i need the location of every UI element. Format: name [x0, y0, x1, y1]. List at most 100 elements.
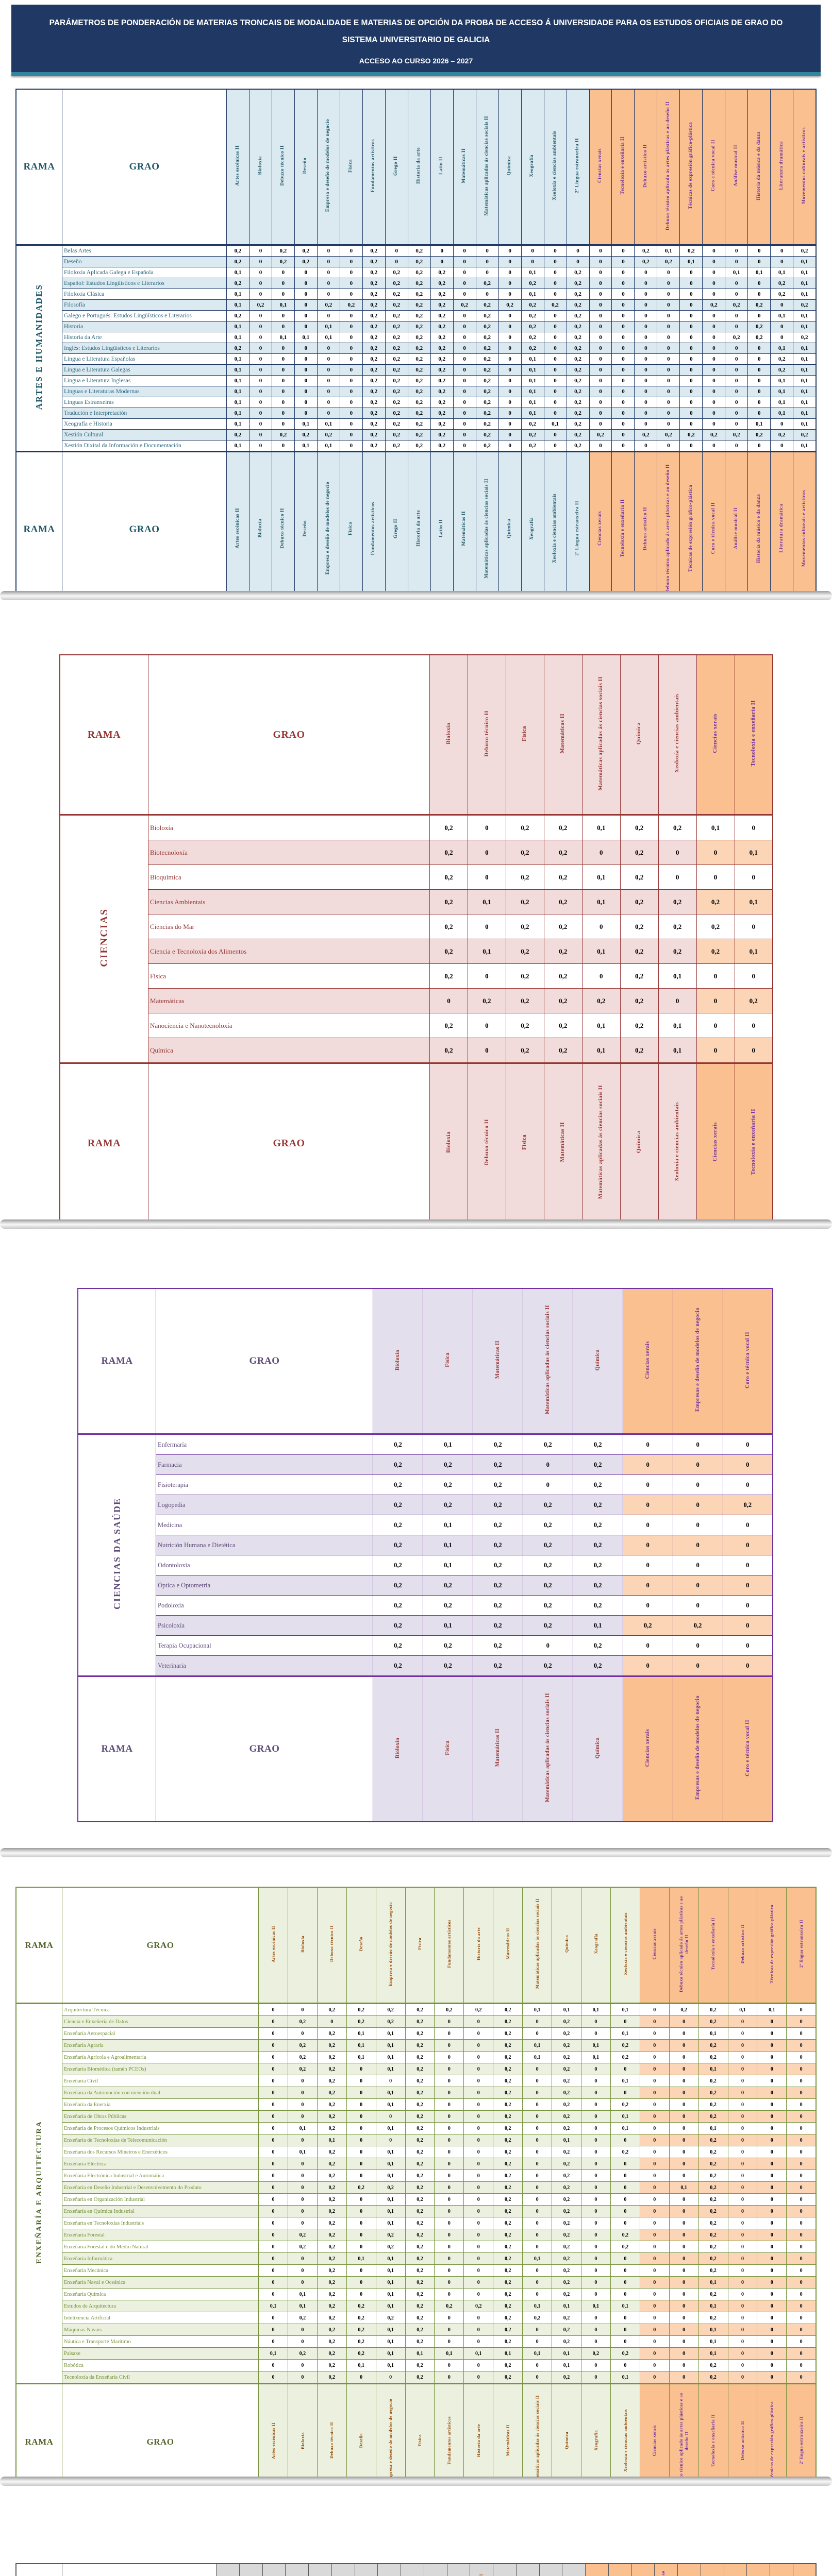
opcion-column-header: Ciencias xerais — [622, 1676, 673, 1822]
grao-label: Medicina — [156, 1515, 373, 1535]
value-cell: 0 — [610, 2205, 640, 2217]
grao-label: Biotecnoloxía — [148, 840, 430, 865]
value-cell: 0,2 — [429, 914, 468, 939]
value-cell: 0,2 — [702, 299, 726, 311]
value-cell: 0 — [747, 245, 771, 257]
value-cell: 0 — [589, 386, 612, 398]
value-cell: 0,2 — [475, 375, 499, 387]
value-cell: 0 — [669, 2264, 699, 2277]
value-cell: 0 — [657, 375, 680, 387]
value-cell: 0 — [271, 310, 295, 322]
value-cell: 0,1 — [580, 2300, 611, 2312]
document-subtitle: ACCESO AO CURSO 2026 – 2027 — [359, 57, 473, 65]
value-cell: 0 — [622, 1434, 673, 1455]
value-cell: 0,1 — [698, 2347, 728, 2360]
value-cell: 0,1 — [521, 289, 544, 300]
value-cell: 0,2 — [566, 364, 590, 376]
vertical-text: Química — [507, 518, 512, 538]
value-cell: 0,1 — [226, 353, 249, 365]
table-row: Enxeñaría en Química Industrial 0 0 0,2 0 0,1… — [16, 2205, 817, 2217]
value-cell: 0 — [580, 2193, 611, 2206]
value-cell: 0,2 — [430, 332, 454, 344]
value-cell: 0,2 — [505, 840, 544, 865]
value-cell: 0,2 — [407, 278, 431, 290]
table-row: Nutrición Humana e Dietética 0,2 0,1 0,2 0,2… — [78, 1535, 773, 1555]
opcion-column-header: Técnicas de expresión gráfico-plástica — [677, 2563, 701, 2576]
opcion-column-header: Tecnoloxía e enxeñaría II — [698, 2383, 728, 2477]
value-cell: 0 — [294, 386, 318, 398]
value-cell: 0 — [639, 2276, 670, 2289]
value-cell: 0,2 — [505, 865, 544, 890]
value-cell: 0,1 — [658, 1013, 697, 1038]
value-cell: 0,1 — [317, 321, 340, 333]
value-cell: 0,2 — [346, 2312, 376, 2324]
value-cell: 0 — [786, 2146, 817, 2158]
value-cell: 0,2 — [385, 289, 408, 300]
value-cell: 0 — [434, 2027, 464, 2040]
value-cell: 0,2 — [407, 289, 431, 300]
vertical-text: Debuxo artístico II — [740, 2420, 745, 2461]
value-cell: 0,2 — [475, 332, 499, 344]
value-cell: 0,2 — [505, 889, 544, 914]
value-cell: 0 — [258, 2264, 288, 2277]
value-cell: 0,2 — [430, 353, 454, 365]
grao-label: Filoloxía Aplicada Galega e Española — [62, 267, 227, 279]
value-cell: 0,2 — [572, 1454, 623, 1475]
value-cell: 0 — [722, 1515, 773, 1535]
value-cell: 0 — [248, 267, 272, 279]
value-cell: 0 — [589, 408, 612, 419]
vertical-text: Bioloxía — [395, 1737, 401, 1758]
value-cell: 0 — [770, 245, 794, 257]
value-cell: 0 — [634, 332, 658, 344]
value-cell: 0,2 — [422, 1655, 473, 1676]
value-cell: 0 — [498, 343, 522, 354]
table-row: Matemáticas 0 0,2 0,2 0,2 0,2 0,2 0 0 0,2 — [60, 988, 773, 1013]
grao-label: Matemáticas — [148, 988, 430, 1013]
value-cell: 0 — [757, 2146, 787, 2158]
value-cell: 0 — [248, 440, 272, 452]
vertical-text: Coro e técnica vocal II — [710, 140, 716, 192]
value-cell: 0 — [287, 2158, 318, 2170]
value-cell: 0,2 — [346, 2015, 376, 2028]
grao-label: Enxeñaría en Química Industrial — [62, 2205, 259, 2217]
opcion-column-header: Debuxo artístico II — [727, 2383, 758, 2477]
value-cell: 0 — [611, 418, 635, 430]
value-cell: 0 — [463, 2015, 494, 2028]
value-cell: 0 — [258, 2181, 288, 2194]
value-cell: 0,2 — [475, 408, 499, 419]
value-cell: 0,1 — [552, 2347, 581, 2360]
value-cell: 0 — [725, 289, 748, 300]
value-cell: 0,2 — [658, 815, 697, 840]
value-cell: 0 — [589, 332, 612, 344]
value-cell: 0,2 — [248, 299, 272, 311]
value-cell: 0 — [702, 310, 726, 322]
value-cell: 0,2 — [552, 2324, 581, 2336]
value-cell: 0 — [786, 2371, 817, 2384]
opcion-column-header: Tecnoloxía e enxeñaría II — [734, 1063, 773, 1219]
value-cell: 0 — [346, 2170, 376, 2182]
value-cell: 0 — [669, 2359, 699, 2371]
grao-label: Psicoloxía — [156, 1615, 373, 1636]
value-cell: 0,2 — [375, 2241, 406, 2253]
value-cell: 0 — [346, 2134, 376, 2146]
vertical-text: Matemáticas aplicadas ás ciencias sociai… — [484, 478, 490, 579]
value-cell: 0,2 — [610, 2241, 640, 2253]
value-cell: 0 — [727, 2098, 758, 2111]
value-cell: 0 — [475, 256, 499, 268]
value-cell: 0 — [463, 2134, 494, 2146]
value-cell: 0,1 — [317, 332, 340, 344]
value-cell: 0 — [346, 2075, 376, 2087]
vertical-text: Ciencias xerais — [645, 1728, 651, 1767]
banner-underline — [11, 72, 821, 76]
value-cell: 0 — [339, 332, 363, 344]
value-cell: 0,1 — [463, 2347, 494, 2360]
value-cell: 0,2 — [522, 1615, 573, 1636]
value-cell: 0,1 — [698, 2122, 728, 2134]
grao-label: Bioloxía — [148, 815, 430, 840]
value-cell: 0 — [463, 2276, 494, 2289]
table-row: Enxeñaría da Enerxía 0 0 0,2 0 0,1 0,2 0 0 0,2 0 0,… — [16, 2098, 817, 2111]
value-cell: 0 — [669, 2051, 699, 2063]
value-cell: 0,2 — [572, 1595, 623, 1616]
value-cell: 0 — [463, 2110, 494, 2123]
